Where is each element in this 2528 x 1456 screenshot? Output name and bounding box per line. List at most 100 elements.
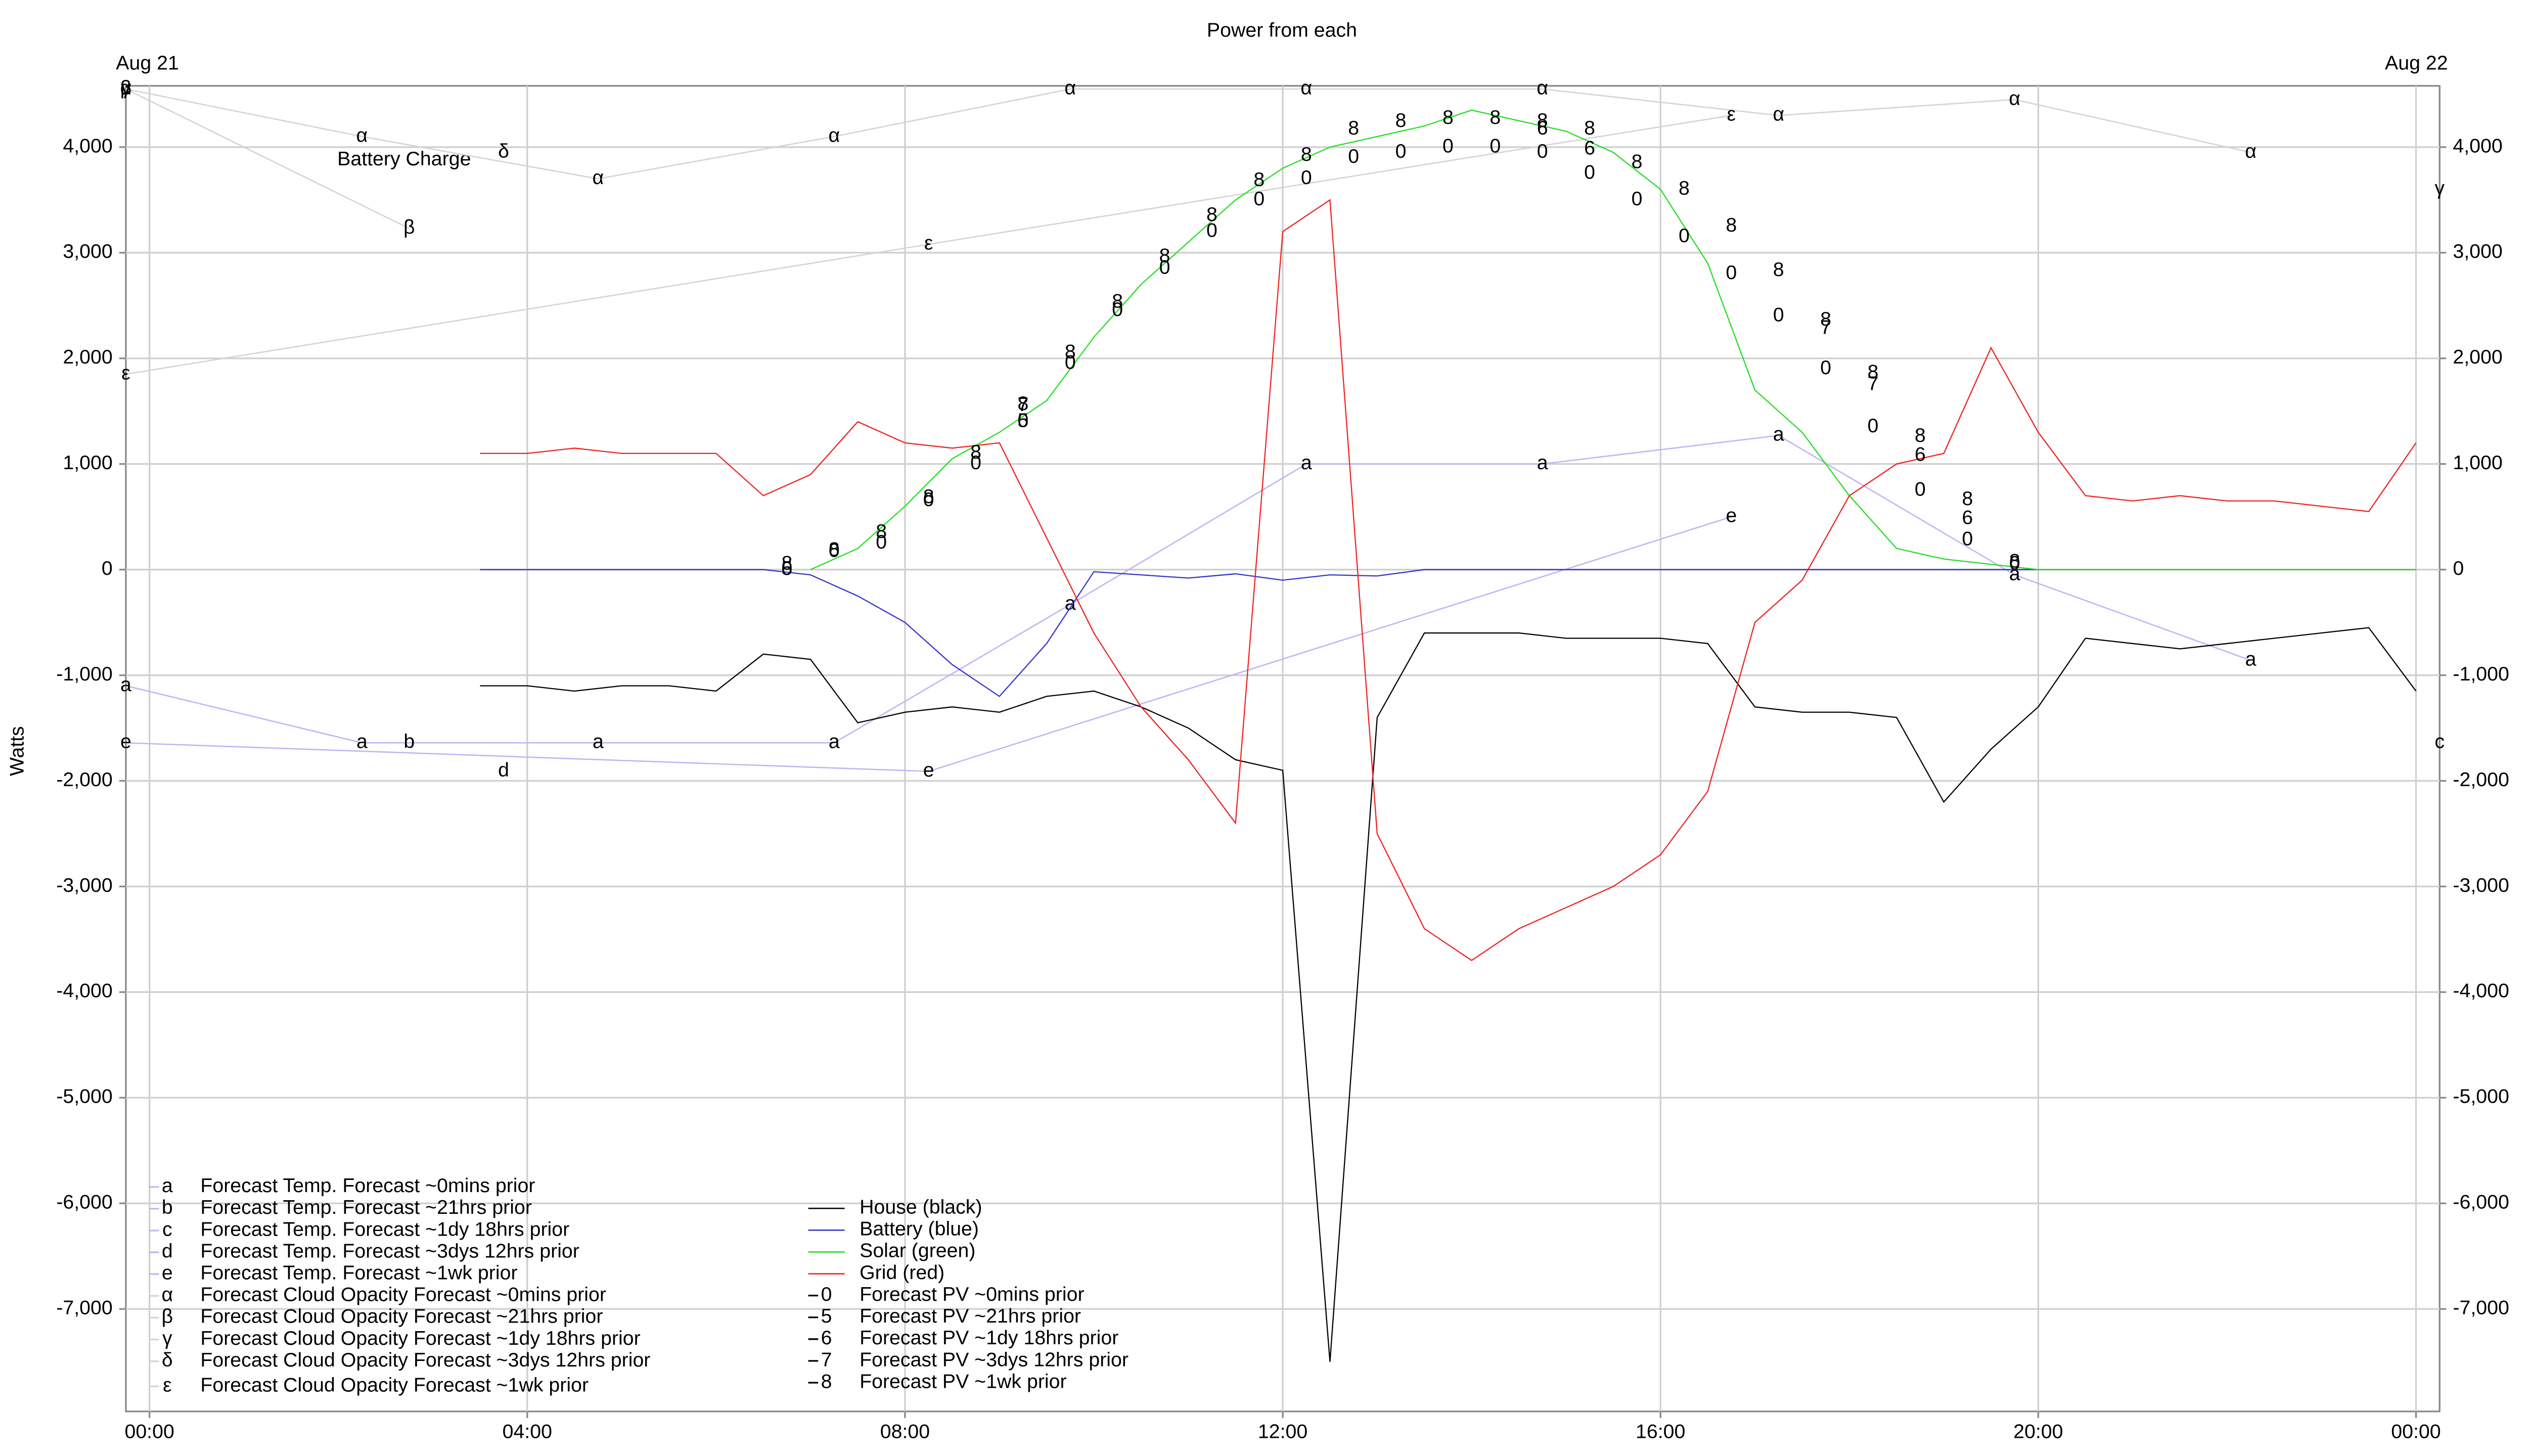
series-marker: 0 <box>1206 219 1217 242</box>
series-marker: a <box>2245 648 2256 670</box>
legend-marker: 0 <box>821 1283 832 1305</box>
series-line <box>125 88 410 230</box>
y-tick-label: 4,000 <box>63 134 112 157</box>
series-marker: 8 <box>1915 424 1926 446</box>
legend-marker: e <box>162 1262 173 1284</box>
legend-label: Forecast Temp. Forecast ~3dys 12hrs prio… <box>200 1240 579 1262</box>
series-line <box>480 627 2417 1362</box>
x-tick-label: 00:00 <box>124 1421 174 1443</box>
legend-marker: 8 <box>821 1370 832 1392</box>
series-marker: 0 <box>1726 261 1737 284</box>
series-marker: 0 <box>1489 134 1501 157</box>
x-tick-label: 08:00 <box>880 1421 930 1443</box>
series-marker: 8 <box>1253 168 1265 191</box>
y-tick-label: 1,000 <box>63 451 112 474</box>
legend-marker: α <box>161 1284 173 1306</box>
legend-marker: ε <box>163 1374 172 1396</box>
series-marker: 8 <box>1206 203 1217 225</box>
y-tick-label: 2,000 <box>2453 346 2502 368</box>
series-marker: 8 <box>876 520 887 542</box>
series-marker: 7 <box>1868 372 1879 394</box>
legend-marker: b <box>162 1196 173 1218</box>
series-marker: 8 <box>1112 290 1123 312</box>
chart-title: Power from each <box>1207 19 1357 41</box>
series-marker: α <box>356 124 368 146</box>
legend-label: Forecast Temp. Forecast ~1dy 18hrs prior <box>200 1218 569 1240</box>
series-marker: 8 <box>1773 258 1784 281</box>
series-marker: α <box>1773 103 1784 125</box>
legend-marker: δ <box>162 1349 173 1371</box>
x-tick-label: 04:00 <box>503 1421 552 1443</box>
series-marker: β <box>403 216 415 238</box>
series-marker: 8 <box>1820 308 1831 330</box>
legend-label: Forecast PV ~1dy 18hrs prior <box>860 1327 1118 1349</box>
series-marker: α <box>2245 140 2256 162</box>
series-line <box>125 115 1732 375</box>
series-marker: 6 <box>1962 507 1973 529</box>
series-marker: 0 <box>1159 256 1170 279</box>
series-marker: 0 <box>1065 351 1076 374</box>
legend-label: Forecast PV ~3dys 12hrs prior <box>860 1348 1128 1371</box>
series-marker: γ <box>121 76 131 99</box>
y-tick-label: -1,000 <box>2453 663 2509 685</box>
series-marker: a <box>829 731 840 753</box>
legend-label: House (black) <box>860 1196 982 1218</box>
series-marker: 6 <box>1915 443 1926 465</box>
y-tick-label: -7,000 <box>2453 1297 2509 1319</box>
legend-label: Forecast PV ~21hrs prior <box>860 1305 1081 1327</box>
series-marker: ε <box>1727 103 1736 125</box>
legend-marker: 6 <box>821 1327 832 1349</box>
series-marker: 8 <box>1537 109 1548 131</box>
date-label: Aug 21 <box>116 52 179 74</box>
date-label: Aug 22 <box>2385 52 2448 74</box>
series-marker: 0 <box>2009 552 2020 574</box>
y-tick-label: -5,000 <box>56 1085 112 1108</box>
series-marker: e <box>923 759 934 781</box>
series-marker: 0 <box>782 557 793 579</box>
series-marker: 0 <box>970 451 981 474</box>
series-marker: 7 <box>1820 316 1831 339</box>
x-tick-label: 00:00 <box>2391 1421 2441 1443</box>
legend-label: Forecast Temp. Forecast ~1wk prior <box>200 1262 517 1284</box>
series-marker: a <box>356 731 368 753</box>
y-tick-label: -6,000 <box>2453 1191 2509 1213</box>
series-marker: 0 <box>923 488 934 511</box>
series-marker: α <box>1300 76 1312 99</box>
series-marker: ε <box>121 362 130 384</box>
series-marker: 8 <box>1962 487 1973 510</box>
legend-label: Forecast Cloud Opacity Forecast ~1wk pri… <box>200 1374 589 1396</box>
series-marker: 0 <box>1442 134 1454 157</box>
series-marker: 8 <box>829 538 840 560</box>
y-tick-label: -4,000 <box>56 980 112 1002</box>
series-marker: 8 <box>1065 341 1076 363</box>
series-marker: 0 <box>1820 356 1831 379</box>
series-marker: 0 <box>1915 478 1926 500</box>
series-marker: ε <box>924 232 933 254</box>
legend-label: Forecast Temp. Forecast ~0mins prior <box>200 1174 535 1197</box>
legend-marker: c <box>162 1218 172 1240</box>
series-marker: 0 <box>1017 410 1028 432</box>
y-tick-label: 1,000 <box>2453 451 2502 474</box>
series-marker: β <box>120 76 132 99</box>
series-marker: 8 <box>1584 117 1595 139</box>
legend-marker: 7 <box>821 1348 832 1371</box>
series-marker: 8 <box>1489 106 1501 128</box>
y-tick-label: -3,000 <box>56 874 112 896</box>
legend-marker: a <box>162 1174 173 1197</box>
y-tick-label: 2,000 <box>63 346 112 368</box>
series-marker: 0 <box>1112 298 1123 321</box>
y-tick-label: -4,000 <box>2453 980 2509 1002</box>
series-marker: α <box>593 166 604 189</box>
series-marker: a <box>1773 423 1784 445</box>
series-marker: α <box>828 124 840 146</box>
legend-marker: d <box>162 1240 173 1262</box>
series-line <box>125 516 1732 772</box>
series-marker: 8 <box>1442 106 1454 128</box>
legend-label: Battery (blue) <box>860 1218 979 1240</box>
series-marker: 8 <box>1726 214 1737 236</box>
y-tick-label: 0 <box>2453 557 2464 579</box>
series-marker: a <box>1301 451 1312 474</box>
series-marker: 8 <box>1868 360 1879 383</box>
series-marker: δ <box>498 140 509 162</box>
y-tick-label: -6,000 <box>56 1191 112 1213</box>
